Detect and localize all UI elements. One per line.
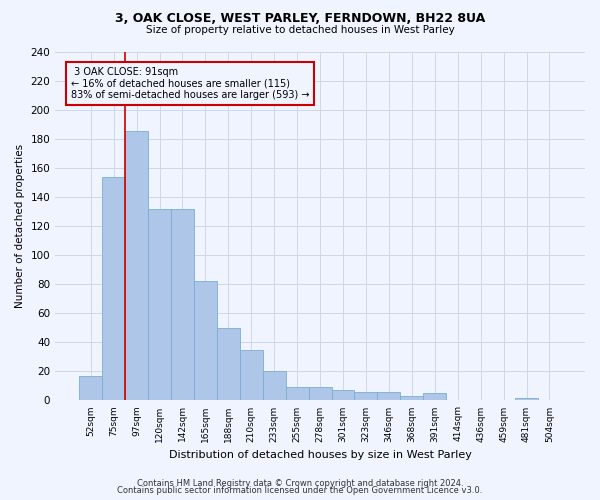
- Bar: [263, 372, 286, 400]
- Bar: [286, 388, 308, 400]
- Y-axis label: Number of detached properties: Number of detached properties: [15, 144, 25, 308]
- Bar: [148, 208, 171, 400]
- Bar: [240, 350, 263, 401]
- Bar: [515, 398, 538, 400]
- Bar: [194, 281, 217, 400]
- Bar: [332, 390, 355, 400]
- Bar: [217, 328, 240, 400]
- Bar: [423, 393, 446, 400]
- Text: 3 OAK CLOSE: 91sqm
← 16% of detached houses are smaller (115)
83% of semi-detach: 3 OAK CLOSE: 91sqm ← 16% of detached hou…: [71, 67, 310, 100]
- Text: Contains HM Land Registry data © Crown copyright and database right 2024.: Contains HM Land Registry data © Crown c…: [137, 478, 463, 488]
- Bar: [102, 176, 125, 400]
- Bar: [355, 392, 377, 400]
- Text: Contains public sector information licensed under the Open Government Licence v3: Contains public sector information licen…: [118, 486, 482, 495]
- Text: Size of property relative to detached houses in West Parley: Size of property relative to detached ho…: [146, 25, 454, 35]
- Bar: [125, 132, 148, 400]
- Bar: [171, 208, 194, 400]
- Text: 3, OAK CLOSE, WEST PARLEY, FERNDOWN, BH22 8UA: 3, OAK CLOSE, WEST PARLEY, FERNDOWN, BH2…: [115, 12, 485, 26]
- Bar: [79, 376, 102, 400]
- Bar: [400, 396, 423, 400]
- Bar: [308, 388, 332, 400]
- Bar: [377, 392, 400, 400]
- X-axis label: Distribution of detached houses by size in West Parley: Distribution of detached houses by size …: [169, 450, 472, 460]
